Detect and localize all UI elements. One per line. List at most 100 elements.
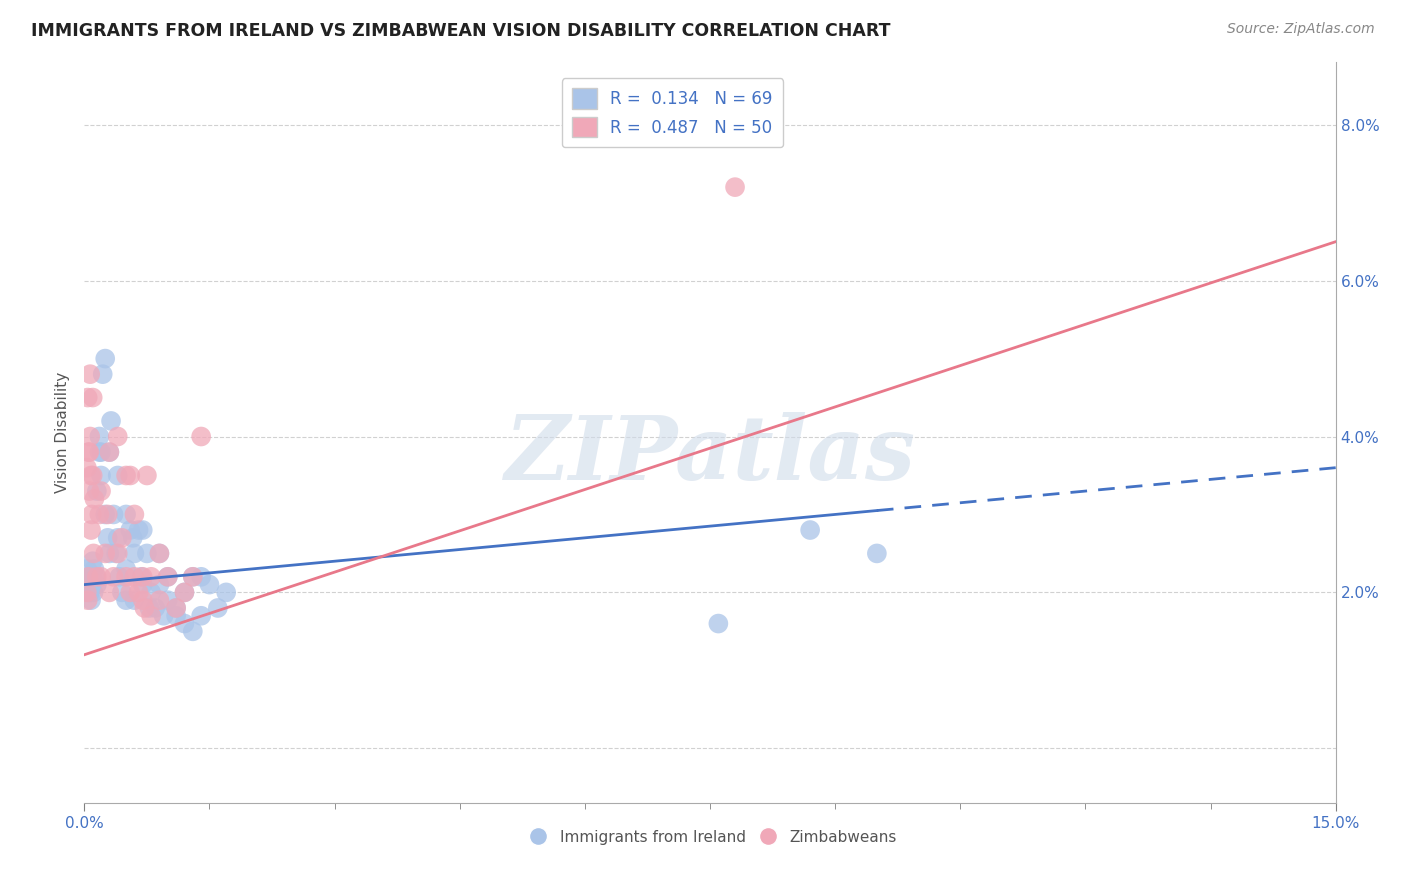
Point — [90, 445, 112, 459]
Y-axis label: Vision Disability: Vision Disability — [55, 372, 70, 493]
Point — [89, 429, 111, 443]
Point — [115, 468, 138, 483]
Point — [105, 546, 128, 560]
Point — [156, 570, 179, 584]
Point — [80, 570, 103, 584]
Point — [107, 468, 129, 483]
Point — [90, 468, 112, 483]
Point — [143, 601, 166, 615]
Point — [82, 554, 104, 568]
Point — [84, 570, 107, 584]
Point — [107, 531, 129, 545]
Point — [80, 593, 103, 607]
Point — [89, 508, 111, 522]
Text: IMMIGRANTS FROM IRELAND VS ZIMBABWEAN VISION DISABILITY CORRELATION CHART: IMMIGRANTS FROM IRELAND VS ZIMBABWEAN VI… — [31, 22, 890, 40]
Point — [77, 445, 100, 459]
Point — [139, 570, 162, 584]
Point — [98, 546, 121, 560]
Point — [165, 601, 187, 615]
Point — [139, 608, 162, 623]
Point — [156, 593, 179, 607]
Point — [124, 546, 146, 560]
Point — [136, 468, 159, 483]
Point — [148, 546, 170, 560]
Point — [76, 577, 98, 591]
Point — [165, 601, 187, 615]
Point — [76, 460, 98, 475]
Point — [115, 562, 138, 576]
Point — [148, 546, 170, 560]
Point — [132, 577, 155, 591]
Point — [152, 608, 174, 623]
Point — [98, 445, 121, 459]
Point — [121, 531, 143, 545]
Point — [80, 523, 103, 537]
Point — [124, 570, 146, 584]
Point — [138, 601, 160, 615]
Point — [111, 531, 134, 545]
Point — [190, 429, 212, 443]
Point — [115, 508, 138, 522]
Point — [79, 429, 101, 443]
Point — [215, 585, 238, 599]
Point — [132, 523, 155, 537]
Point — [156, 570, 179, 584]
Point — [107, 429, 129, 443]
Point — [77, 585, 100, 599]
Point — [129, 570, 152, 584]
Point — [120, 585, 142, 599]
Point — [76, 391, 98, 405]
Point — [139, 585, 162, 599]
Point — [100, 414, 122, 428]
Point — [148, 593, 170, 607]
Point — [198, 577, 221, 591]
Point — [148, 577, 170, 591]
Point — [128, 523, 150, 537]
Text: Source: ZipAtlas.com: Source: ZipAtlas.com — [1227, 22, 1375, 37]
Legend: Immigrants from Ireland, Zimbabweans: Immigrants from Ireland, Zimbabweans — [517, 823, 903, 851]
Point — [120, 523, 142, 537]
Point — [120, 468, 142, 483]
Point — [97, 531, 120, 545]
Point — [83, 491, 105, 506]
Point — [173, 616, 195, 631]
Point — [181, 570, 204, 584]
Point — [98, 585, 121, 599]
Point — [86, 577, 108, 591]
Point — [91, 367, 114, 381]
Point — [82, 468, 104, 483]
Point — [207, 601, 229, 615]
Point — [115, 570, 138, 584]
Point — [83, 562, 105, 576]
Point — [115, 593, 138, 607]
Point — [83, 585, 105, 599]
Point — [80, 508, 103, 522]
Point — [79, 367, 101, 381]
Point — [165, 608, 187, 623]
Point — [108, 570, 131, 584]
Point — [79, 484, 101, 499]
Point — [80, 570, 103, 584]
Point — [77, 577, 100, 591]
Point — [83, 546, 105, 560]
Point — [90, 484, 112, 499]
Point — [128, 585, 150, 599]
Point — [707, 616, 730, 631]
Point — [866, 546, 889, 560]
Point — [98, 445, 121, 459]
Point — [76, 593, 98, 607]
Point — [103, 570, 125, 584]
Text: ZIPatlas: ZIPatlas — [505, 411, 915, 498]
Point — [80, 468, 103, 483]
Point — [103, 508, 125, 522]
Point — [173, 585, 195, 599]
Point — [79, 585, 101, 599]
Point — [77, 570, 100, 584]
Point — [132, 570, 155, 584]
Point — [181, 570, 204, 584]
Point — [86, 570, 108, 584]
Point — [80, 577, 103, 591]
Point — [79, 585, 101, 599]
Point — [86, 484, 108, 499]
Point — [82, 391, 104, 405]
